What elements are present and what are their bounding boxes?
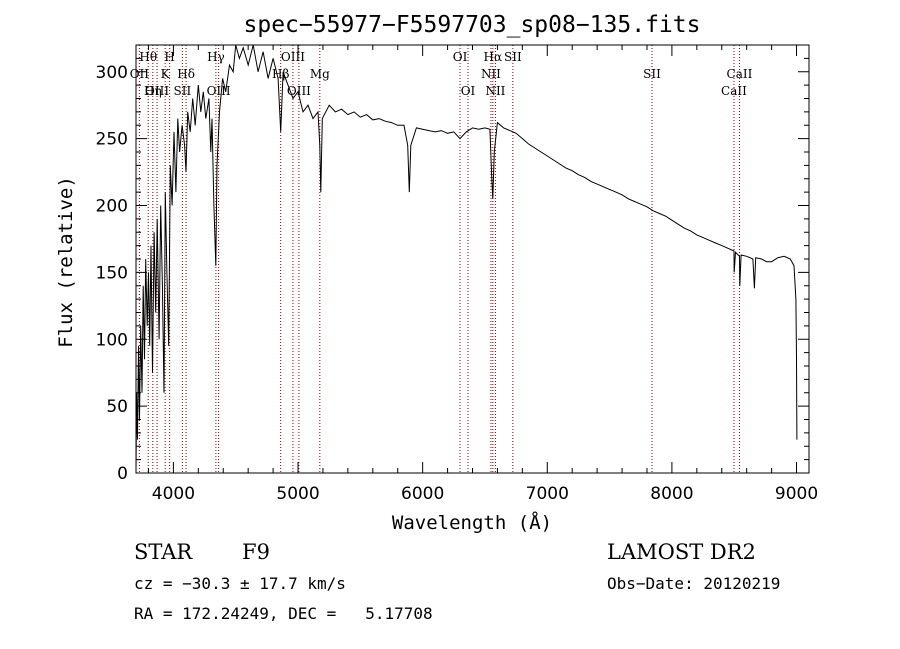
line-label-6: Hδ [177,67,195,81]
y-tick-label-4: 200 [96,197,128,217]
x-tick-label-0: 4000 [152,484,195,504]
line-label-9: OIII [207,84,231,98]
y-axis-label: Flux (relative) [55,176,77,348]
x-tick-label-1: 5000 [276,484,319,504]
survey-name: LAMOST DR2 [607,540,756,564]
line-label-3: Hη [144,84,162,98]
y-tick-label-0: 0 [117,464,128,484]
line-label-20: SII [643,67,661,81]
line-label-12: OIII [287,84,311,98]
line-label-14: OI [453,50,468,64]
line-label-11: Hβ [272,67,289,81]
x-tick-label-3: 7000 [526,484,569,504]
y-tick-label-5: 250 [96,130,128,150]
axis-ticks: 4000 5000 6000 7000 8000 9000 0 50 100 150 200 250 3… [96,44,818,504]
line-label-13: Mg [310,67,330,81]
line-label-16: Hα [484,50,503,64]
line-label-7: SII [174,84,192,98]
line-label-2: OIII [145,84,169,98]
plot-frame [135,44,810,474]
line-label-18: NII [485,84,505,98]
obs-date: Obs−Date: 20120219 [607,574,781,593]
y-tick-label-2: 100 [96,330,128,350]
x-tick-label-2: 6000 [401,484,444,504]
line-label-15: OI [461,84,476,98]
y-tick-label-1: 50 [106,397,128,417]
line-label-10: OIII [281,50,305,64]
line-label-4: H [164,50,174,64]
line-label-21: CaII [727,67,753,81]
line-label-5: K [161,67,171,81]
line-label-8: Hγ [207,50,225,64]
x-tick-label-4: 8000 [650,484,693,504]
object-subclass: F9 [242,540,270,564]
x-tick-label-5: 9000 [775,484,818,504]
line-label-1: OII [130,67,150,81]
x-axis-label: Wavelength (Å) [392,511,552,534]
y-tick-label-6: 300 [96,63,128,83]
flux-series-line [135,44,798,474]
line-label-22: CaII [721,84,747,98]
object-class: STAR [134,540,193,564]
chart-title: spec−55977−F5597703_sp08−135.fits [244,12,701,38]
line-label-17: NII [481,67,501,81]
spectral-line-markers [138,45,740,473]
y-tick-label-3: 150 [96,263,128,283]
redshift-cz: cz = −30.3 ± 17.7 km/s [134,574,346,593]
line-label-0: Hθ [139,50,157,64]
coordinates: RA = 172.24249, DEC = 5.17708 [134,604,433,623]
line-label-19: SII [504,50,522,64]
